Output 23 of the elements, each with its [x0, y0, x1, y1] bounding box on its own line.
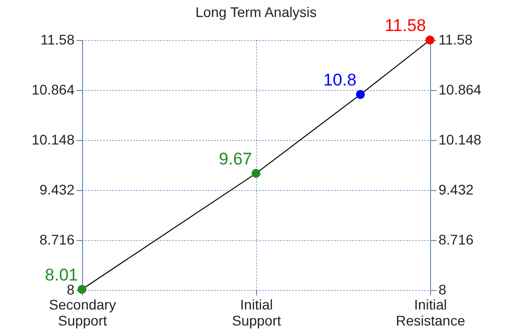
y-tick-label: 11.58 — [40, 32, 75, 48]
y2-tick-label: 8 — [438, 282, 446, 298]
x-tick-label: Initial Support — [232, 296, 282, 328]
chart-title: Long Term Analysis — [195, 4, 317, 20]
y-tick-label: 10.864 — [32, 82, 75, 98]
y-tick-label: 8 — [66, 282, 75, 298]
y-tick-label: 8.716 — [39, 232, 75, 248]
data-label: 9.67 — [218, 149, 252, 168]
data-label: 8.01 — [44, 265, 78, 284]
x-tick-label: Initial Resistance — [396, 296, 466, 328]
y2-tick-label: 9.432 — [438, 182, 474, 198]
y2-tick-label: 10.148 — [438, 132, 482, 148]
y2-tick-label: 11.58 — [438, 32, 473, 48]
point — [426, 36, 434, 44]
point — [252, 168, 260, 178]
data-label: 10.8 — [323, 70, 356, 90]
point — [356, 90, 365, 99]
y-tick-label: 9.432 — [39, 182, 75, 198]
y2-tick-label: 8.716 — [438, 232, 474, 248]
y-tick-label: 10.148 — [32, 132, 75, 148]
data-label: 11.58 — [384, 16, 426, 35]
y2-tick-label: 10.864 — [438, 82, 482, 98]
x-tick-label: Secondary Support — [49, 296, 116, 328]
